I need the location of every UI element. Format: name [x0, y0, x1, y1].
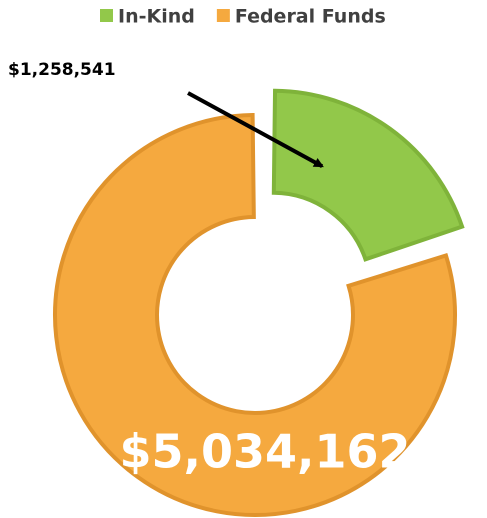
legend-swatch: [216, 9, 230, 22]
legend-label: In-Kind: [118, 6, 195, 28]
data-label: $1,258,541: [8, 60, 116, 80]
legend-swatch: [100, 9, 113, 22]
donut-slice: [271, 88, 465, 262]
donut-slice: [53, 112, 457, 517]
legend-label: Federal Funds: [235, 6, 386, 28]
annotation-arrow: [187, 91, 324, 168]
data-label: $5,034,162: [119, 425, 410, 479]
